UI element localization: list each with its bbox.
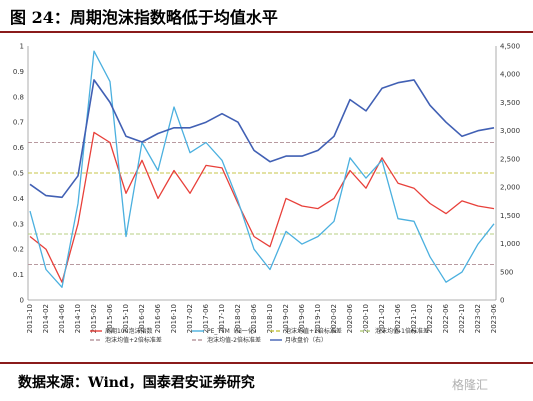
series-line bbox=[29, 79, 495, 199]
x-tick-label: 2019-10 bbox=[314, 304, 322, 333]
y-tick-label-left: 0.9 bbox=[13, 68, 24, 76]
x-tick-label: 2016-06 bbox=[154, 303, 162, 333]
x-tick-label: 2017-02 bbox=[186, 304, 194, 333]
legend-label: PE_TTM（归一化） bbox=[207, 327, 260, 335]
y-tick-label-left: 0.1 bbox=[13, 271, 24, 279]
figure-title: 图 24：周期泡沫指数略低于均值水平 bbox=[10, 8, 278, 27]
series-line bbox=[29, 50, 495, 288]
y-tick-label-left: 0.7 bbox=[13, 119, 24, 127]
legend-label: 泡沫均值-2倍标准差 bbox=[207, 336, 261, 344]
legend-label: 泡沫均值+2倍标准差 bbox=[105, 336, 162, 344]
x-tick-label: 2019-02 bbox=[282, 304, 290, 333]
x-tick-label: 2020-02 bbox=[330, 304, 338, 333]
x-tick-label: 2017-06 bbox=[202, 303, 210, 333]
x-tick-label: 2016-10 bbox=[170, 304, 178, 333]
x-tick-label: 2023-06 bbox=[490, 303, 498, 333]
x-tick-label: 2013-10 bbox=[26, 304, 34, 333]
y-tick-label-right: 1,500 bbox=[500, 212, 520, 220]
y-tick-label-left: 0 bbox=[20, 297, 24, 305]
legend-label: 周期100泡沫指数 bbox=[105, 327, 152, 335]
x-tick-label: 2015-02 bbox=[90, 304, 98, 333]
x-tick-label: 2014-06 bbox=[58, 303, 66, 333]
x-tick-label: 2016-02 bbox=[138, 304, 146, 333]
y-tick-label-left: 0.3 bbox=[13, 220, 24, 228]
y-tick-label-right: 4,500 bbox=[500, 43, 520, 51]
x-tick-label: 2021-10 bbox=[410, 304, 418, 333]
series-line bbox=[29, 131, 495, 283]
x-tick-label: 2021-02 bbox=[378, 304, 386, 333]
x-tick-label: 2021-06 bbox=[394, 303, 402, 333]
x-tick-label: 2018-06 bbox=[250, 303, 258, 333]
watermark: 格隆汇 bbox=[452, 378, 489, 392]
x-tick-label: 2014-02 bbox=[42, 304, 50, 333]
x-tick-label: 2014-10 bbox=[74, 304, 82, 333]
y-tick-label-left: 0.5 bbox=[13, 170, 24, 178]
y-tick-label-right: 2,000 bbox=[500, 184, 520, 192]
y-tick-label-left: 0.4 bbox=[13, 195, 25, 203]
x-tick-label: 2018-02 bbox=[234, 304, 242, 333]
y-tick-label-left: 1 bbox=[20, 43, 24, 51]
source-rule bbox=[0, 362, 533, 364]
title-rule bbox=[0, 31, 533, 33]
legend-label: 月收盘价（右） bbox=[285, 336, 327, 344]
y-tick-label-left: 0.6 bbox=[13, 144, 25, 152]
y-tick-label-right: 3,000 bbox=[500, 127, 520, 135]
legend-label: 泡沫均值-1倍标准差 bbox=[375, 327, 429, 335]
x-tick-label: 2022-06 bbox=[442, 303, 450, 333]
y-tick-label-right: 500 bbox=[500, 268, 513, 276]
x-tick-label: 2017-10 bbox=[218, 304, 226, 333]
y-tick-label-left: 0.2 bbox=[13, 246, 24, 254]
x-tick-label: 2022-10 bbox=[458, 304, 466, 333]
x-tick-label: 2019-06 bbox=[298, 303, 306, 333]
x-tick-label: 2023-02 bbox=[474, 304, 482, 333]
y-tick-label-right: 3,500 bbox=[500, 99, 520, 107]
legend-label: 泡沫均值+1倍标准差 bbox=[285, 327, 342, 335]
x-tick-label: 2018-10 bbox=[266, 304, 274, 333]
x-tick-label: 2015-06 bbox=[106, 303, 114, 333]
y-tick-label-right: 0 bbox=[500, 297, 504, 305]
y-tick-label-right: 4,000 bbox=[500, 71, 520, 79]
source-note: 数据来源：Wind，国泰君安证券研究 bbox=[18, 375, 255, 391]
y-tick-label-left: 0.8 bbox=[13, 93, 24, 101]
title-bar: 图 24：周期泡沫指数略低于均值水平 bbox=[0, 0, 533, 33]
x-tick-label: 2022-02 bbox=[426, 304, 434, 333]
y-tick-label-right: 1,000 bbox=[500, 240, 520, 248]
chart: 0 0.1 0.2 0.3 0.4 0.5 0.6 0.7 0.8 0.9 1 0 500 1,000 1,… bbox=[13, 43, 520, 345]
x-tick-label: 2020-10 bbox=[362, 304, 370, 333]
x-tick-label: 2015-10 bbox=[122, 304, 130, 333]
x-tick-label: 2020-06 bbox=[346, 303, 354, 333]
y-tick-label-right: 2,500 bbox=[500, 155, 520, 163]
